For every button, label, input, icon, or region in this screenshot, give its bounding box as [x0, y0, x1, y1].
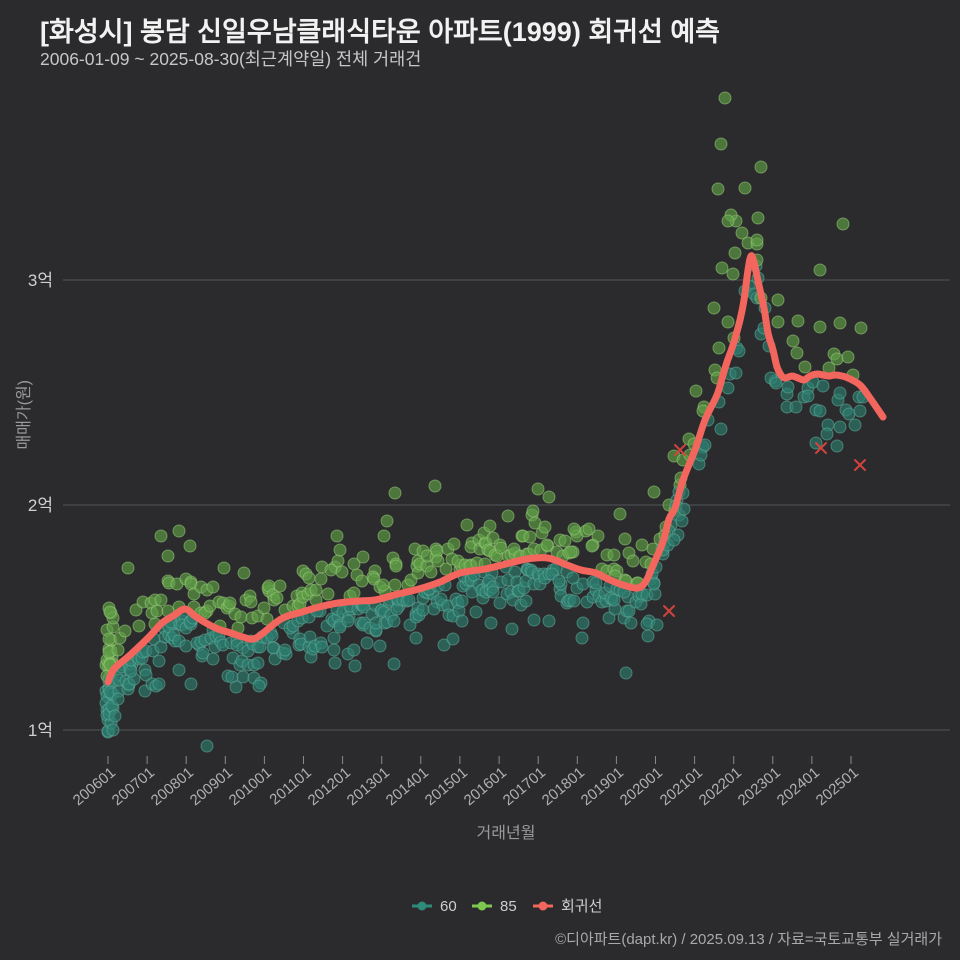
svg-text:85: 85 — [500, 898, 517, 915]
svg-text:회귀선: 회귀선 — [561, 898, 602, 915]
svg-text:1억: 1억 — [28, 721, 53, 740]
svg-text:3억: 3억 — [28, 271, 53, 290]
svg-text:©디아파트(dapt.kr) / 2025.09.13 /: ©디아파트(dapt.kr) / 2025.09.13 / 자료=국토교통부 실… — [555, 931, 942, 948]
svg-text:거래년월: 거래년월 — [477, 824, 536, 842]
svg-text:2억: 2억 — [28, 496, 53, 515]
svg-text:60: 60 — [440, 898, 457, 915]
